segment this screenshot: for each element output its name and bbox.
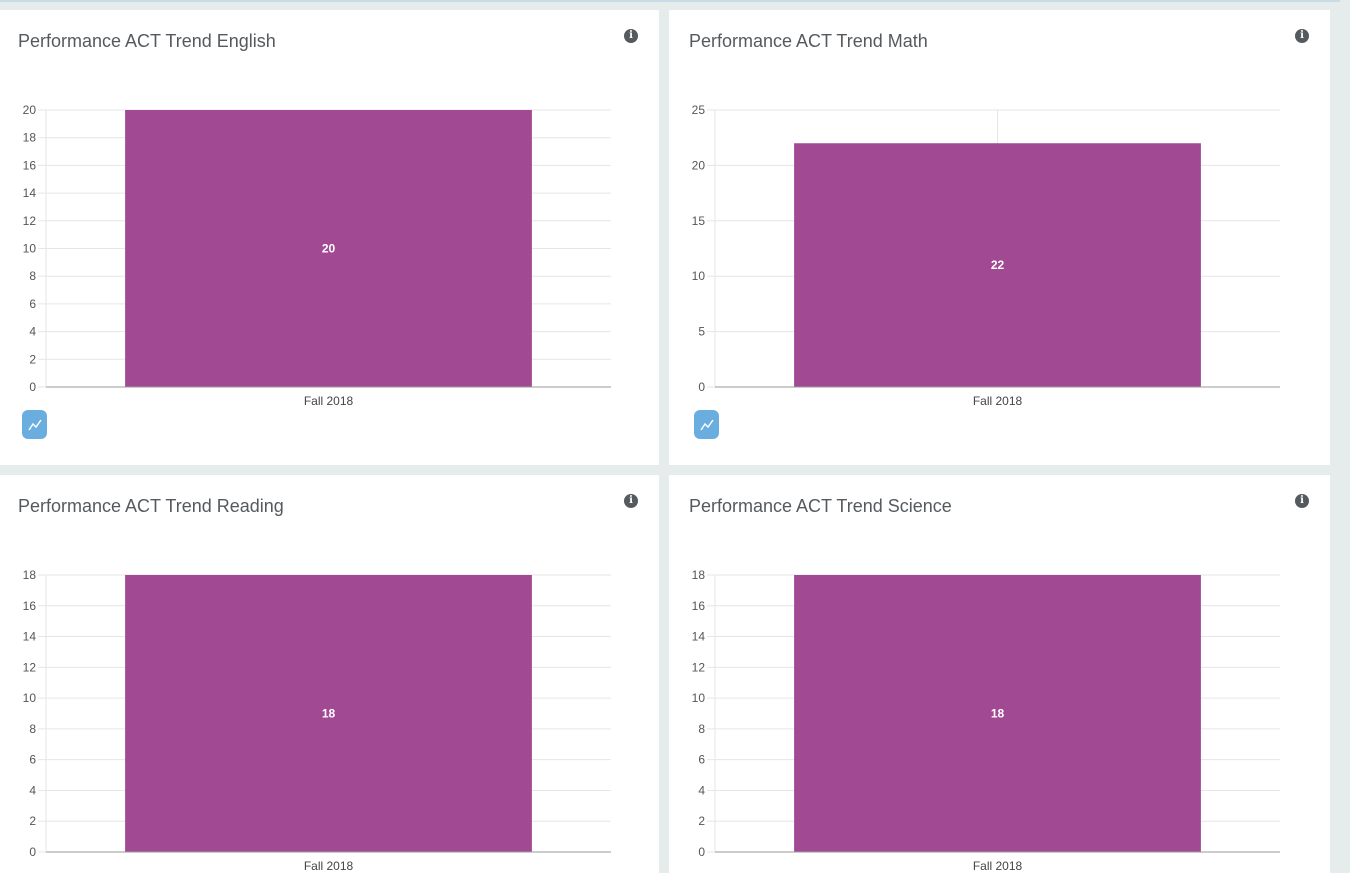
y-tick-label: 20 bbox=[692, 158, 706, 172]
y-tick-label: 6 bbox=[698, 753, 705, 767]
bar-chart: 0 2 4 6 8 10 12 14 16 18 18 Fall 2018 bbox=[692, 568, 1280, 873]
y-tick-label: 6 bbox=[29, 297, 36, 311]
y-tick-label: 16 bbox=[23, 158, 37, 172]
line-chart-icon bbox=[699, 419, 714, 430]
y-tick-label: 8 bbox=[698, 722, 705, 736]
chart-card-reading: Performance ACT Trend Reading i 0 2 4 6 8 10 1… bbox=[0, 475, 659, 873]
chart-card-science: Performance ACT Trend Science i 0 2 4 6 8 10 1… bbox=[669, 475, 1330, 873]
y-tick-label: 2 bbox=[29, 352, 36, 366]
y-tick-label: 14 bbox=[23, 186, 37, 200]
data-label: 22 bbox=[991, 258, 1005, 272]
y-tick-label: 2 bbox=[29, 814, 36, 828]
bar-chart: 0 2 4 6 8 10 12 14 16 18 20 20 Fall 2018 bbox=[23, 103, 611, 408]
y-tick-label: 10 bbox=[692, 269, 706, 283]
y-tick-label: 25 bbox=[692, 103, 706, 117]
bar bbox=[794, 575, 1201, 852]
bar bbox=[125, 575, 532, 852]
chart-card-english: Performance ACT Trend English i 0 2 4 6 8 10 1… bbox=[0, 10, 659, 465]
y-tick-label: 16 bbox=[23, 599, 37, 613]
bar bbox=[794, 143, 1201, 387]
y-tick-label: 0 bbox=[29, 380, 36, 394]
x-tick-label: Fall 2018 bbox=[304, 859, 354, 873]
y-tick-label: 8 bbox=[29, 269, 36, 283]
y-tick-label: 12 bbox=[692, 660, 706, 674]
bar bbox=[125, 110, 532, 387]
chart-card-math: Performance ACT Trend Math i 0 5 10 15 20 25 2… bbox=[669, 10, 1330, 465]
chart-title: Performance ACT Trend Reading bbox=[18, 496, 284, 516]
info-icon[interactable]: i bbox=[1295, 29, 1309, 43]
y-tick-label: 10 bbox=[23, 242, 37, 256]
y-tick-label: 14 bbox=[692, 630, 706, 644]
y-tick-label: 10 bbox=[23, 691, 37, 705]
info-icon[interactable]: i bbox=[1295, 494, 1309, 508]
y-tick-label: 2 bbox=[698, 814, 705, 828]
y-tick-label: 12 bbox=[23, 660, 37, 674]
chart-title: Performance ACT Trend Science bbox=[689, 496, 952, 516]
chart-title: Performance ACT Trend English bbox=[18, 31, 276, 51]
y-tick-label: 0 bbox=[29, 845, 36, 859]
y-tick-label: 20 bbox=[23, 103, 37, 117]
y-tick-label: 18 bbox=[692, 568, 706, 582]
y-tick-label: 5 bbox=[698, 325, 705, 339]
y-tick-label: 14 bbox=[23, 630, 37, 644]
y-tick-label: 4 bbox=[29, 325, 36, 339]
y-tick-label: 16 bbox=[692, 599, 706, 613]
scrollbar-track[interactable] bbox=[1340, 0, 1350, 873]
y-tick-label: 8 bbox=[29, 722, 36, 736]
y-tick-label: 6 bbox=[29, 753, 36, 767]
y-tick-label: 15 bbox=[692, 214, 706, 228]
chart-title: Performance ACT Trend Math bbox=[689, 31, 928, 51]
y-tick-label: 18 bbox=[23, 131, 37, 145]
y-tick-label: 0 bbox=[698, 845, 705, 859]
y-tick-label: 0 bbox=[698, 380, 705, 394]
x-tick-label: Fall 2018 bbox=[973, 859, 1023, 873]
y-tick-label: 18 bbox=[23, 568, 37, 582]
data-label: 18 bbox=[991, 707, 1005, 721]
info-icon[interactable]: i bbox=[624, 494, 638, 508]
line-chart-icon bbox=[27, 419, 42, 430]
y-tick-label: 4 bbox=[698, 783, 705, 797]
y-tick-label: 12 bbox=[23, 214, 37, 228]
trend-chart-button[interactable] bbox=[22, 410, 47, 439]
bar-chart: 0 5 10 15 20 25 22 Fall 2018 bbox=[692, 103, 1280, 408]
trend-chart-button[interactable] bbox=[694, 410, 719, 439]
top-border-line bbox=[0, 0, 1350, 2]
y-tick-label: 4 bbox=[29, 783, 36, 797]
data-label: 20 bbox=[322, 242, 336, 256]
top-strip bbox=[0, 0, 1350, 10]
y-tick-label: 10 bbox=[692, 691, 706, 705]
bar-chart: 0 2 4 6 8 10 12 14 16 18 18 Fall 2018 bbox=[23, 568, 611, 873]
info-icon[interactable]: i bbox=[624, 29, 638, 43]
x-tick-label: Fall 2018 bbox=[973, 394, 1023, 408]
data-label: 18 bbox=[322, 707, 336, 721]
x-tick-label: Fall 2018 bbox=[304, 394, 354, 408]
